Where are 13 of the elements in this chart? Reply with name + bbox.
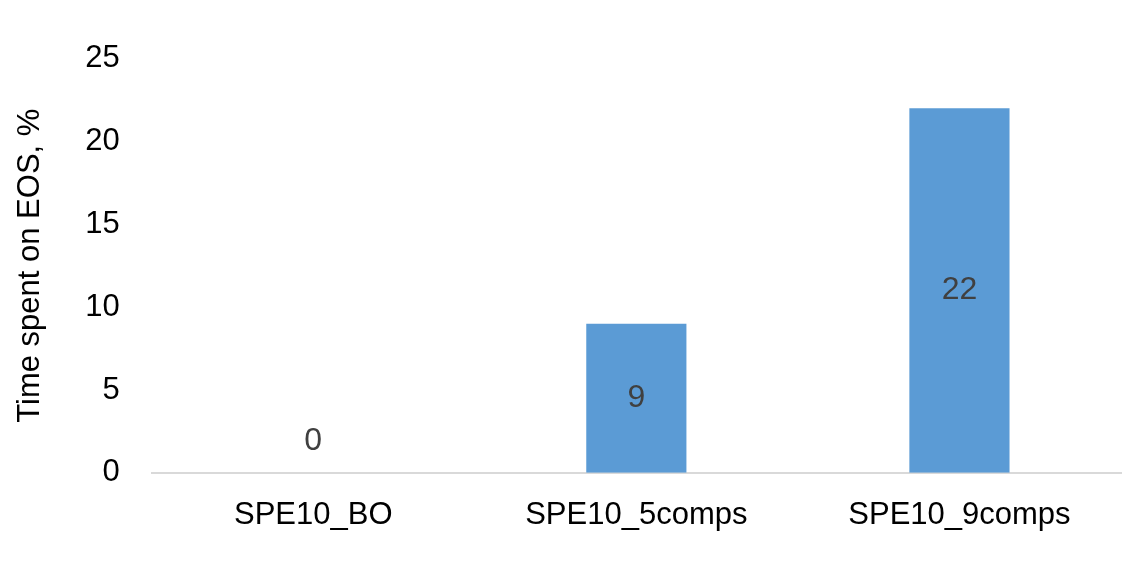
y-tick-label: 20: [85, 121, 120, 157]
y-tick-label: 25: [85, 39, 120, 75]
data-label: 9: [627, 378, 646, 415]
y-tick-label: 15: [85, 204, 120, 240]
data-label: 22: [941, 270, 978, 307]
x-tick-label: SPE10_9comps: [848, 495, 1071, 531]
y-axis-title: Time spent on EOS, %: [11, 108, 47, 423]
y-tick-label: 10: [85, 287, 120, 323]
y-tick-label: 5: [102, 370, 120, 406]
x-tick-label: SPE10_BO: [233, 495, 393, 531]
data-label: 0: [304, 420, 323, 457]
y-tick-label: 0: [102, 453, 120, 489]
x-tick-label: SPE10_5comps: [525, 495, 748, 531]
